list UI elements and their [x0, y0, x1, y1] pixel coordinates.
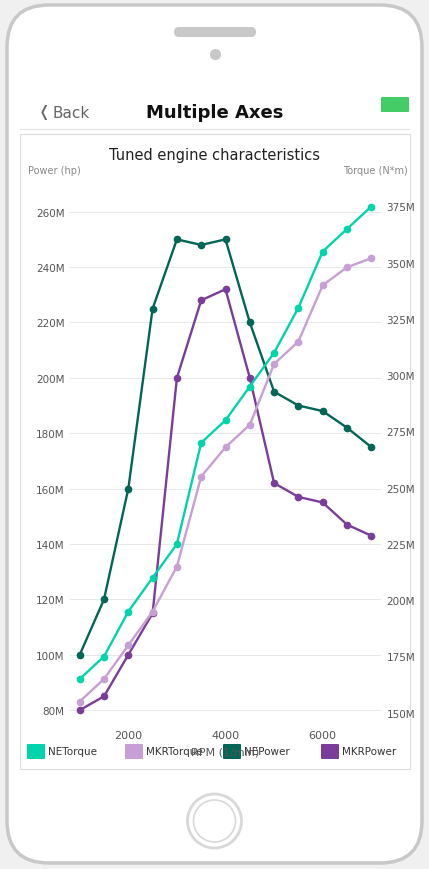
Text: Multiple Axes: Multiple Axes	[146, 104, 283, 122]
FancyBboxPatch shape	[27, 744, 45, 760]
Bar	[20, 135, 410, 769]
FancyBboxPatch shape	[321, 744, 339, 760]
FancyBboxPatch shape	[381, 98, 409, 113]
Text: MKRPower: MKRPower	[342, 746, 396, 756]
Text: NEPower: NEPower	[244, 746, 290, 756]
Text: Torque (N*m): Torque (N*m)	[343, 166, 408, 176]
FancyBboxPatch shape	[7, 6, 422, 863]
FancyBboxPatch shape	[223, 744, 241, 760]
Text: ❬: ❬	[38, 105, 51, 121]
FancyBboxPatch shape	[125, 744, 143, 760]
Text: Tuned engine characteristics: Tuned engine characteristics	[109, 148, 320, 163]
Text: NETorque: NETorque	[48, 746, 97, 756]
Text: Power (hp): Power (hp)	[28, 166, 81, 176]
X-axis label: RPM (1/min): RPM (1/min)	[191, 746, 260, 757]
Text: Back: Back	[52, 105, 89, 121]
Text: MKRTorque: MKRTorque	[146, 746, 203, 756]
FancyBboxPatch shape	[174, 28, 256, 38]
